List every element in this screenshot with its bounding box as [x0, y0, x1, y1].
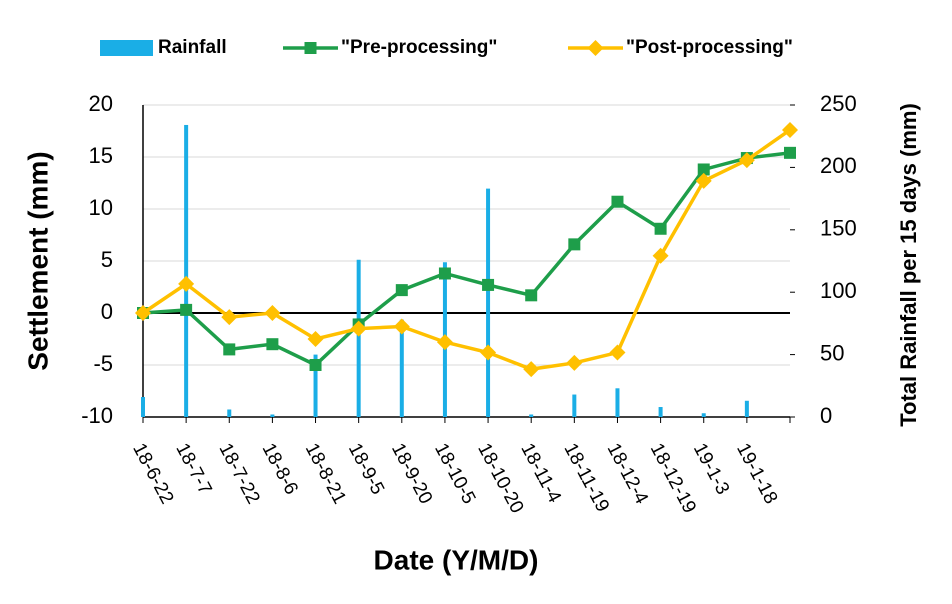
marker [264, 305, 281, 321]
marker [135, 305, 151, 321]
legend-marker [587, 40, 604, 56]
marker [350, 320, 367, 337]
line [142, 128, 792, 371]
x-tick-label: 18-9-5 [344, 440, 388, 498]
bar [270, 414, 275, 417]
legend-label: Rainfall [158, 37, 227, 58]
bar [227, 409, 232, 417]
y-axis-title: Settlement (mm) [22, 151, 53, 370]
x-tick-label: 19-1-18 [732, 440, 781, 508]
marker [178, 275, 195, 292]
bar [356, 259, 361, 417]
x-tick-label: 19-1-3 [689, 440, 733, 498]
y2-tick-label: 50 [820, 340, 844, 365]
marker [654, 222, 667, 235]
marker [307, 331, 324, 347]
marker [782, 121, 798, 138]
legend-swatch [100, 40, 153, 56]
marker [568, 238, 581, 251]
y2-tick-label: 250 [820, 91, 857, 116]
y-tick-label: 10 [89, 195, 113, 220]
y2-tick-label: 0 [820, 403, 832, 428]
bar [701, 413, 706, 417]
marker [566, 354, 583, 371]
marker [393, 318, 410, 335]
marker [223, 343, 236, 356]
y-tick-label: 0 [101, 299, 113, 324]
marker [436, 334, 453, 351]
bar [313, 354, 318, 417]
marker [480, 344, 497, 361]
marker [738, 152, 755, 169]
legend-label: "Post-processing" [626, 37, 793, 58]
bar [399, 319, 404, 417]
marker [438, 267, 451, 280]
y2-tick-label: 200 [820, 153, 857, 178]
y-tick-label: -5 [93, 351, 113, 376]
marker [180, 303, 193, 316]
legend-label: "Pre-processing" [341, 37, 497, 58]
marker [266, 338, 279, 351]
x-tick-label: 18-11-4 [516, 440, 565, 507]
bar [744, 400, 749, 417]
bar [184, 124, 189, 417]
bar [658, 407, 663, 417]
marker [309, 359, 322, 371]
x-tick-label: 18-10-5 [430, 440, 479, 508]
y-tick-label: 20 [89, 91, 113, 116]
marker [784, 146, 796, 159]
bar [615, 388, 620, 417]
x-tick-label: 18-9-20 [387, 440, 436, 508]
x-tick-label: 18-12-4 [603, 440, 652, 508]
marker [221, 309, 238, 326]
line [142, 151, 791, 368]
marker [611, 195, 624, 208]
x-tick-label: 18-7-22 [214, 440, 263, 508]
marker [609, 344, 626, 361]
marker [697, 163, 710, 176]
bar [486, 188, 491, 417]
x-tick-label: 18-6-22 [128, 440, 177, 508]
x-tick-label: 18-8-21 [301, 440, 350, 508]
x-tick-label: 18-8-6 [258, 440, 302, 498]
x-axis-title: Date (Y/M/D) [374, 544, 539, 575]
marker [482, 278, 495, 291]
bar [141, 397, 145, 417]
y-tick-label: 5 [101, 247, 113, 272]
marker [525, 289, 538, 302]
y2-tick-label: 100 [820, 278, 857, 303]
marker [523, 361, 540, 378]
y2-tick-label: 150 [820, 216, 857, 241]
bar [529, 414, 534, 417]
y2-axis-title: Total Rainfall per 15 days (mm) [896, 103, 921, 427]
y-tick-label: -10 [81, 403, 113, 428]
legend-marker [304, 42, 317, 54]
y-tick-label: 15 [89, 143, 113, 168]
marker [395, 284, 408, 297]
bar [572, 394, 577, 417]
x-tick-label: 18-7-7 [171, 440, 215, 498]
marker [652, 247, 669, 264]
marker [695, 172, 712, 189]
